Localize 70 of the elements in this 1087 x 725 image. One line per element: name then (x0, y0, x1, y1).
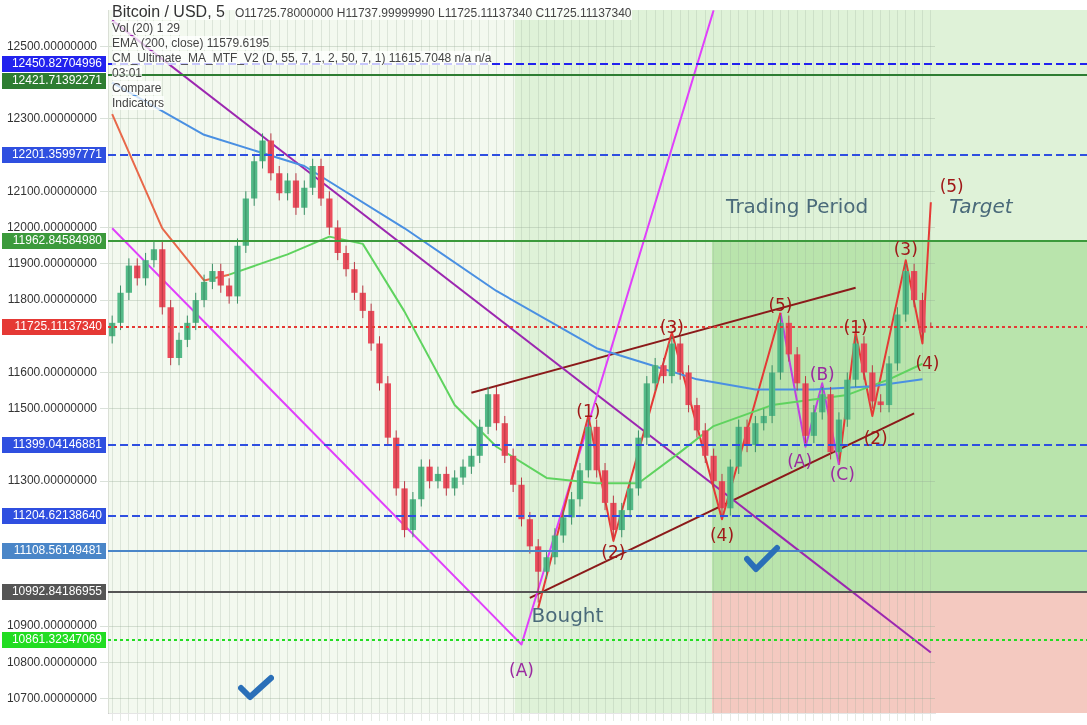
candlestick (518, 477, 525, 527)
y-tick-label: 12300.00000000 (6, 111, 98, 126)
candlestick (351, 261, 358, 301)
annotation: Compare (112, 81, 162, 95)
y-tick-label: 11900.00000000 (7, 256, 98, 271)
y-tick-label: 10900.00000000 (6, 618, 98, 633)
candlestick (752, 415, 759, 453)
candlestick (468, 448, 475, 475)
candlestick (426, 458, 433, 489)
annotation: (A) (787, 451, 813, 472)
annotation: (4) (915, 353, 940, 374)
candlestick (610, 495, 617, 538)
ref-line-label: 12201.35997771 (11, 147, 103, 162)
annotation: (3) (893, 239, 918, 260)
y-tick-label: 10800.00000000 (6, 654, 98, 669)
candlestick (710, 448, 717, 489)
candlestick (919, 292, 926, 341)
candlestick (401, 480, 408, 538)
candlestick (117, 285, 124, 331)
y-tick-label: 11800.00000000 (7, 292, 98, 307)
candlestick (635, 429, 642, 497)
annotation: (4) (709, 525, 735, 546)
candlestick (209, 263, 216, 290)
ref-line-label: 12421.71392271 (11, 73, 103, 88)
candlestick (894, 306, 901, 372)
y-tick-label: 12100.00000000 (6, 183, 98, 198)
ref-line-label: 10992.84186955 (11, 584, 103, 599)
candlestick (685, 364, 692, 413)
annotation: Indicators (112, 96, 165, 110)
annotation: (C) (829, 463, 855, 484)
y-tick-label: 11300.00000000 (7, 473, 98, 488)
text: Target (949, 193, 1013, 218)
annotation: CM_Ultimate_MA_MTF_V2 (D, 55, 7, 1, 2, 50, 7, 1) 11615.7048 n/a n/a (112, 51, 492, 65)
candlestick (284, 172, 291, 201)
annotation: (A) (509, 659, 534, 680)
y-tick-label: 10700.00000000 (6, 690, 98, 705)
ref-line-label: 12450.82704996 (11, 56, 103, 71)
candlestick (660, 357, 667, 384)
y-tick-label: 11500.00000000 (7, 401, 98, 416)
annotation: EMA (200, close) 11579.6195 (112, 36, 270, 50)
candlestick (234, 237, 241, 305)
ref-line-label: 11108.56149481 (13, 543, 103, 558)
annotation: (1) (843, 317, 868, 338)
ref-line-label: 11204.62138640 (12, 508, 103, 523)
chart-title: Bitcoin / USD, 5 (112, 3, 225, 20)
candlestick (376, 335, 383, 392)
annotation: Vol (20) 1 29 (112, 21, 181, 35)
annotation: (B) (809, 364, 835, 385)
annotation: O11725.78000000 H11737.99999990 L11725.11137340 C11725.11137340 (234, 6, 632, 20)
annotation: 03:01 (112, 66, 143, 80)
text: (5) (939, 175, 964, 196)
candlestick (568, 491, 575, 526)
candlestick (827, 386, 834, 460)
candlestick (543, 549, 550, 580)
y-tick-label: 11600.00000000 (7, 364, 98, 379)
annotation: Trading Period (726, 193, 869, 218)
y-tick-label: 12500.00000000 (6, 38, 98, 53)
candlestick (142, 252, 149, 287)
candlestick (326, 190, 333, 236)
annotation: (3) (659, 317, 684, 338)
ref-line-label: 11399.04146881 (12, 437, 103, 452)
ref-line-label: 10861.32347069 (11, 632, 103, 647)
ref-line-label: 11725.11137340 (14, 319, 103, 334)
ref-line-label: 11962.84584980 (12, 233, 103, 248)
y-tick-label: 12000.00000000 (6, 219, 98, 234)
candlestick (493, 386, 500, 431)
annotation: (2) (863, 427, 888, 448)
candlestick (802, 375, 809, 444)
candlestick (777, 315, 784, 381)
annotation: Bought (531, 603, 604, 628)
